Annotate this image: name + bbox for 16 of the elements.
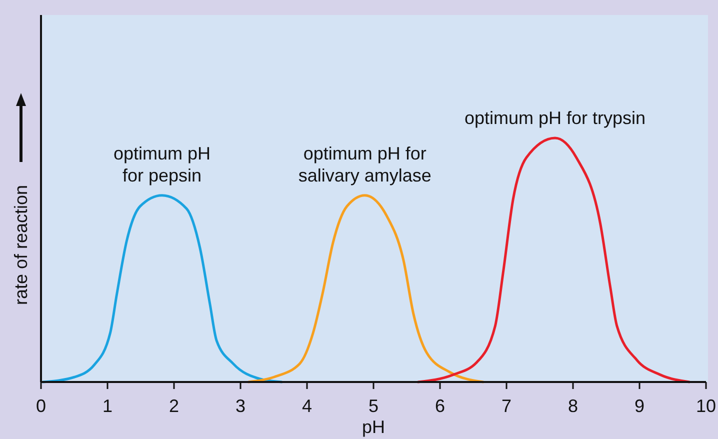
x-tick-label: 3 xyxy=(235,396,246,416)
x-tick-label: 7 xyxy=(501,396,512,416)
x-tick-label: 9 xyxy=(634,396,645,416)
x-tick-label: 8 xyxy=(568,396,578,416)
y-axis-title: rate of reaction xyxy=(11,184,31,305)
x-tick-label: 10 xyxy=(696,396,716,416)
x-tick-label: 1 xyxy=(102,396,113,416)
x-tick-label: 2 xyxy=(168,396,180,416)
x-tick-label: 6 xyxy=(434,396,446,416)
x-tick-label: 0 xyxy=(36,396,46,416)
x-axis-title: pH xyxy=(362,417,386,437)
annotation: optimum pH for pepsin xyxy=(114,143,211,186)
annotation: optimum pH for trypsin xyxy=(464,108,646,128)
annotation: optimum pH for salivary amylase xyxy=(298,143,432,186)
x-tick-label: 4 xyxy=(302,396,312,416)
x-tick-label: 5 xyxy=(368,396,379,416)
